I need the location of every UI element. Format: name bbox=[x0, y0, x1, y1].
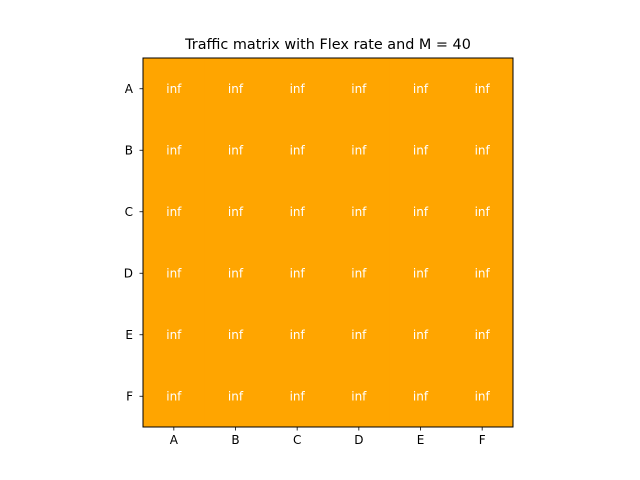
cell-value-label: inf bbox=[166, 328, 182, 342]
heatmap-cell-E-F bbox=[451, 304, 514, 366]
heatmap-cell-C-F bbox=[451, 181, 514, 243]
cell-value-label: inf bbox=[290, 143, 306, 157]
cell-value-label: inf bbox=[290, 328, 306, 342]
heatmap-cell-A-F bbox=[451, 58, 514, 120]
heatmap-cell-D-C bbox=[266, 242, 329, 305]
heatmap-cell-A-D bbox=[328, 58, 391, 120]
heatmap-cell-labels: inf inf inf inf inf inf inf inf inf inf inf inf inf i… bbox=[166, 82, 490, 404]
heatmap-cell-F-A bbox=[143, 365, 206, 428]
heatmap-cell-A-B bbox=[204, 58, 267, 120]
heatmap-cell-B-E bbox=[389, 119, 452, 182]
heatmap-cell-B-F bbox=[451, 119, 514, 182]
cell-value-label: inf bbox=[475, 205, 491, 219]
heatmap-cell-F-D bbox=[328, 365, 391, 428]
x-tick-label: F bbox=[479, 433, 486, 447]
heatmap-cell-E-C bbox=[266, 304, 329, 366]
heatmap-cell-B-C bbox=[266, 119, 329, 182]
y-tick-label: E bbox=[125, 328, 133, 342]
cell-value-label: inf bbox=[351, 328, 367, 342]
y-tick-label: D bbox=[124, 266, 133, 280]
y-tick-label: C bbox=[125, 205, 133, 219]
heatmap-cell-D-A bbox=[143, 242, 206, 305]
cell-value-label: inf bbox=[351, 266, 367, 280]
heatmap-cell-F-C bbox=[266, 365, 329, 428]
cell-value-label: inf bbox=[228, 82, 244, 96]
heatmap-cell-B-D bbox=[328, 119, 391, 182]
heatmap-cell-A-A bbox=[143, 58, 206, 120]
cell-value-label: inf bbox=[166, 82, 182, 96]
cell-value-label: inf bbox=[475, 82, 491, 96]
cell-value-label: inf bbox=[413, 328, 429, 342]
heatmap-cell-F-B bbox=[204, 365, 267, 428]
heatmap-cell-F-E bbox=[389, 365, 452, 428]
cell-value-label: inf bbox=[475, 266, 491, 280]
x-axis: A B C D E F bbox=[170, 427, 486, 447]
cell-value-label: inf bbox=[475, 143, 491, 157]
cell-value-label: inf bbox=[351, 143, 367, 157]
heatmap-cell-F-F bbox=[451, 365, 514, 428]
chart-title: Traffic matrix with Flex rate and M = 40 bbox=[184, 37, 471, 53]
cell-value-label: inf bbox=[413, 266, 429, 280]
cell-value-label: inf bbox=[290, 266, 306, 280]
heatmap-cell-A-E bbox=[389, 58, 452, 120]
x-tick-label: A bbox=[170, 433, 179, 447]
cell-value-label: inf bbox=[228, 143, 244, 157]
heatmap-cell-E-A bbox=[143, 304, 206, 366]
cell-value-label: inf bbox=[166, 205, 182, 219]
cell-value-label: inf bbox=[228, 389, 244, 403]
y-tick-label: A bbox=[125, 82, 134, 96]
x-tick-label: C bbox=[293, 433, 301, 447]
x-tick-label: E bbox=[417, 433, 425, 447]
cell-value-label: inf bbox=[475, 328, 491, 342]
cell-value-label: inf bbox=[228, 328, 244, 342]
cell-value-label: inf bbox=[290, 389, 306, 403]
heatmap-cell-E-D bbox=[328, 304, 391, 366]
cell-value-label: inf bbox=[351, 205, 367, 219]
cell-value-label: inf bbox=[290, 205, 306, 219]
heatmap-cell-D-F bbox=[451, 242, 514, 305]
cell-value-label: inf bbox=[351, 82, 367, 96]
plot-frame bbox=[142, 57, 514, 428]
cell-value-label: inf bbox=[166, 266, 182, 280]
heatmap-cell-C-B bbox=[204, 181, 267, 243]
heatmap-cell-C-D bbox=[328, 181, 391, 243]
heatmap-cell-D-E bbox=[389, 242, 452, 305]
heatmap-cell-C-A bbox=[143, 181, 206, 243]
y-axis: A B C D E F bbox=[124, 82, 143, 403]
heatmap-cell-B-B bbox=[204, 119, 267, 182]
cell-value-label: inf bbox=[413, 143, 429, 157]
y-tick-label: F bbox=[126, 389, 133, 403]
heatmap-cell-A-C bbox=[266, 58, 329, 120]
x-tick-label: B bbox=[231, 433, 239, 447]
heatmap-cell-E-E bbox=[389, 304, 452, 366]
cell-value-label: inf bbox=[166, 389, 182, 403]
cell-value-label: inf bbox=[351, 389, 367, 403]
cell-value-label: inf bbox=[228, 205, 244, 219]
heatmap-cell-D-D bbox=[328, 242, 391, 305]
cell-value-label: inf bbox=[475, 389, 491, 403]
heatmap-cell-C-E bbox=[389, 181, 452, 243]
heatmap-cell-C-C bbox=[266, 181, 329, 243]
cell-value-label: inf bbox=[228, 266, 244, 280]
heatmap-cell-B-A bbox=[143, 119, 206, 182]
heatmap-cells bbox=[143, 58, 514, 428]
y-tick-label: B bbox=[125, 143, 133, 157]
heatmap-cell-D-B bbox=[204, 242, 267, 305]
cell-value-label: inf bbox=[413, 389, 429, 403]
x-tick-label: D bbox=[354, 433, 363, 447]
heatmap-cell-E-B bbox=[204, 304, 267, 366]
cell-value-label: inf bbox=[413, 82, 429, 96]
cell-value-label: inf bbox=[166, 143, 182, 157]
cell-value-label: inf bbox=[290, 82, 306, 96]
cell-value-label: inf bbox=[413, 205, 429, 219]
